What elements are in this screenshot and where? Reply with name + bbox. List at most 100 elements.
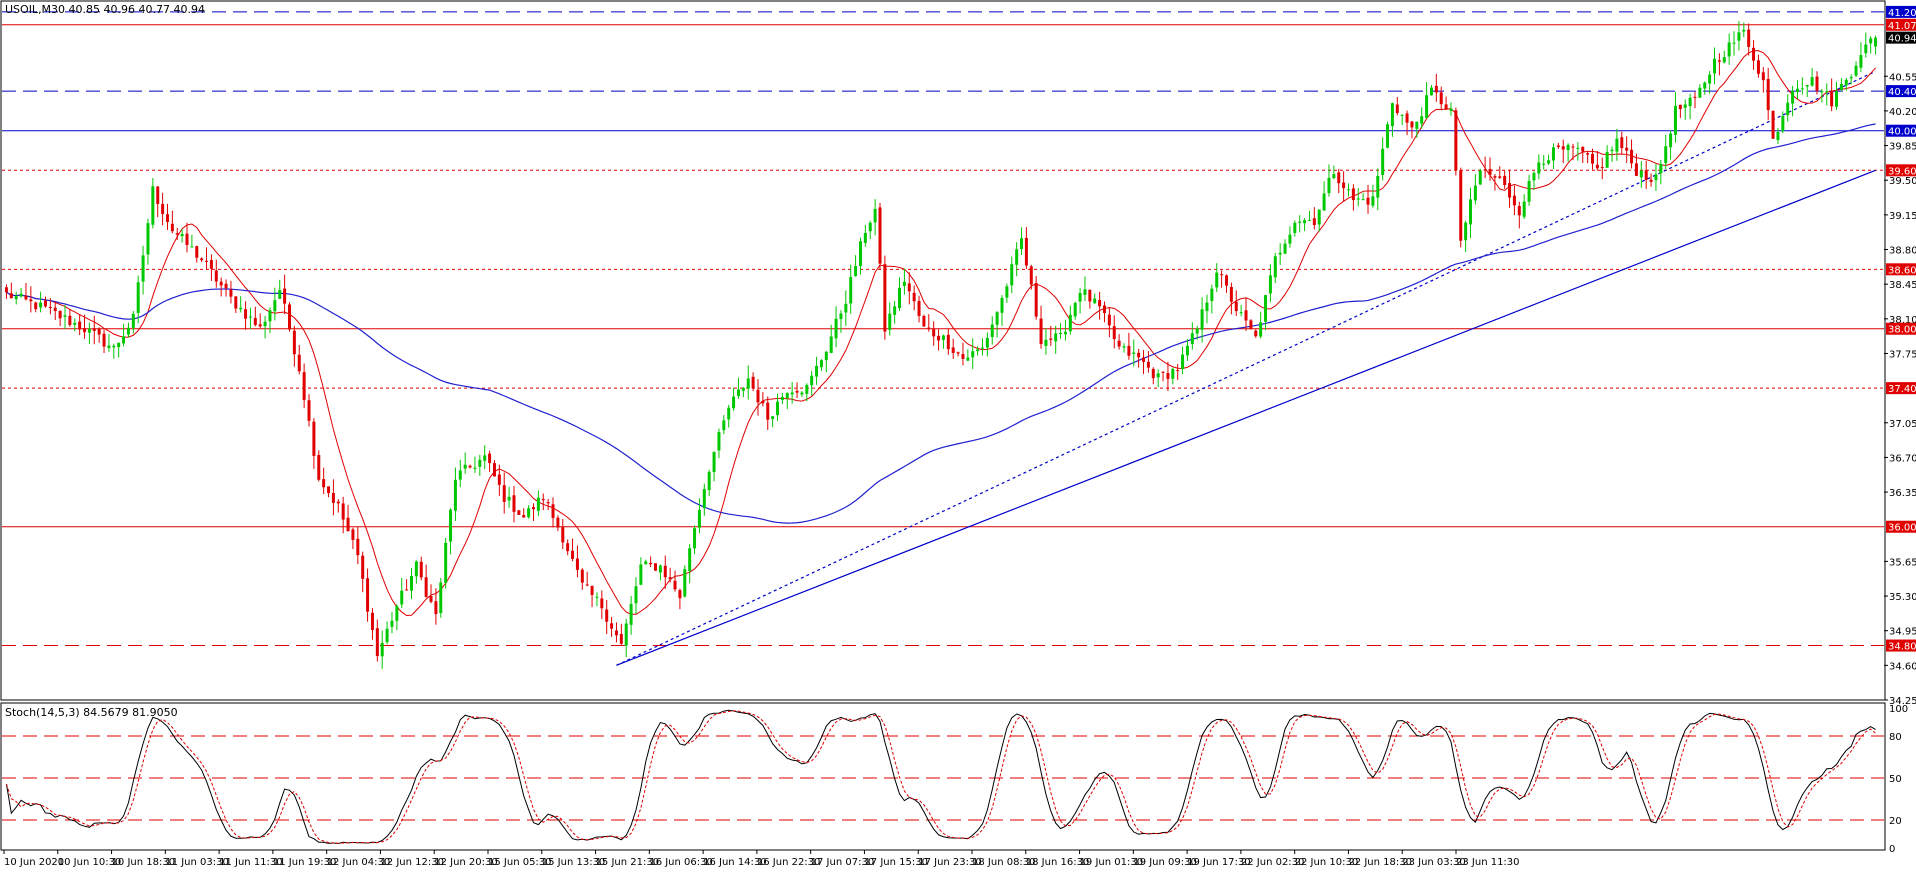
time-tick-label: 12 Jun 20:30	[434, 857, 498, 868]
candle-body	[605, 609, 609, 622]
candle-body	[419, 561, 423, 578]
candle-body	[951, 347, 955, 353]
candle-body	[161, 203, 165, 214]
level-label-text: 34.80	[1888, 642, 1916, 653]
time-tick-label: 11 Jun 03:30	[165, 857, 229, 868]
candle-body	[1395, 104, 1399, 113]
candle-body	[1376, 176, 1380, 198]
candle-body	[165, 214, 169, 222]
candle-body	[619, 633, 623, 644]
time-tick-label: 19 Jun 01:30	[1080, 857, 1144, 868]
candle-body	[1151, 368, 1155, 379]
candle-body	[1083, 289, 1087, 295]
candle-body	[390, 620, 394, 627]
candle-body	[1542, 163, 1546, 165]
candle-body	[941, 335, 945, 340]
candle-body	[580, 569, 584, 583]
candle-body	[405, 589, 409, 591]
candle-body	[610, 623, 614, 629]
candle-body	[341, 503, 345, 520]
candle-body	[1327, 177, 1331, 194]
candle-body	[741, 387, 745, 391]
candle-body	[307, 400, 311, 421]
candle-body	[927, 327, 931, 330]
price-tick-label: 38.10	[1889, 315, 1916, 326]
candle-body	[190, 246, 194, 248]
candle-body	[468, 465, 472, 468]
candle-body	[819, 360, 823, 368]
candle-body	[1342, 182, 1346, 189]
candle-body	[1483, 169, 1487, 171]
candle-body	[1317, 209, 1321, 225]
candle-body	[502, 485, 506, 502]
candle-body	[893, 306, 897, 315]
level-label-text: 37.40	[1888, 384, 1916, 395]
candle-body	[424, 577, 428, 597]
stoch-tick-label: 100	[1889, 704, 1908, 715]
level-label-text: 40.40	[1888, 87, 1916, 98]
ma-fast-line	[6, 50, 1876, 617]
candle-body	[1815, 76, 1819, 91]
candle-body	[966, 357, 970, 361]
time-tick-label: 19 Jun 17:30	[1187, 857, 1251, 868]
price-tick-label: 35.30	[1889, 592, 1916, 603]
candle-body	[1664, 146, 1668, 164]
candle-body	[453, 479, 457, 511]
candle-body	[1786, 102, 1790, 116]
candle-body	[263, 321, 267, 327]
candle-body	[1844, 79, 1848, 86]
candle-body	[712, 451, 716, 472]
candle-body	[409, 576, 413, 591]
candle-body	[1371, 196, 1375, 206]
dotted-trendline[interactable]	[616, 70, 1876, 666]
candle-body	[1254, 330, 1258, 337]
time-tick-label: 18 Jun 08:30	[972, 857, 1036, 868]
price-tick-label: 39.50	[1889, 176, 1916, 187]
candle-body	[1517, 206, 1521, 216]
time-tick-label: 15 Jun 05:30	[488, 857, 552, 868]
candle-body	[961, 354, 965, 359]
candle-body	[590, 586, 594, 595]
candle-body	[1278, 252, 1282, 255]
solid-trendline[interactable]	[616, 169, 1876, 666]
candle-body	[1142, 357, 1146, 362]
candle-body	[683, 569, 687, 597]
candle-body	[287, 304, 291, 330]
candle-body	[292, 330, 296, 355]
candles	[4, 21, 1878, 669]
candle-body	[1737, 32, 1741, 41]
candle-body	[868, 222, 872, 232]
candle-body	[1508, 183, 1512, 198]
candle-body	[1849, 77, 1853, 79]
candle-body	[48, 307, 52, 309]
candle-body	[4, 287, 8, 293]
trendlines	[616, 70, 1876, 666]
candle-body	[385, 628, 389, 643]
candle-body	[175, 233, 179, 235]
candle-body	[1088, 289, 1092, 302]
candle-body	[1708, 74, 1712, 84]
price-axis: 40.55 40.20 39.85 39.50 39.15 38.80 38.45 38.10…	[1884, 72, 1916, 707]
candle-body	[678, 590, 682, 599]
time-tick-label: 16 Jun 14:30	[703, 857, 767, 868]
candle-body	[815, 365, 819, 377]
candle-body	[380, 642, 384, 657]
level-label-text: 39.60	[1888, 166, 1916, 177]
candle-body	[727, 407, 731, 420]
candle-body	[156, 186, 160, 204]
candle-body	[937, 335, 941, 341]
candle-body	[1478, 170, 1482, 185]
candle-body	[366, 578, 370, 612]
stoch-tick-label: 80	[1889, 732, 1902, 743]
stoch-signal-line	[5, 710, 1876, 844]
candle-body	[1390, 103, 1394, 127]
candle-body	[1298, 221, 1302, 223]
candle-body	[312, 421, 316, 456]
candle-body	[1059, 332, 1063, 334]
candle-body	[102, 333, 106, 347]
candle-body	[1591, 153, 1595, 164]
candle-body	[429, 596, 433, 602]
candle-body	[980, 347, 984, 349]
